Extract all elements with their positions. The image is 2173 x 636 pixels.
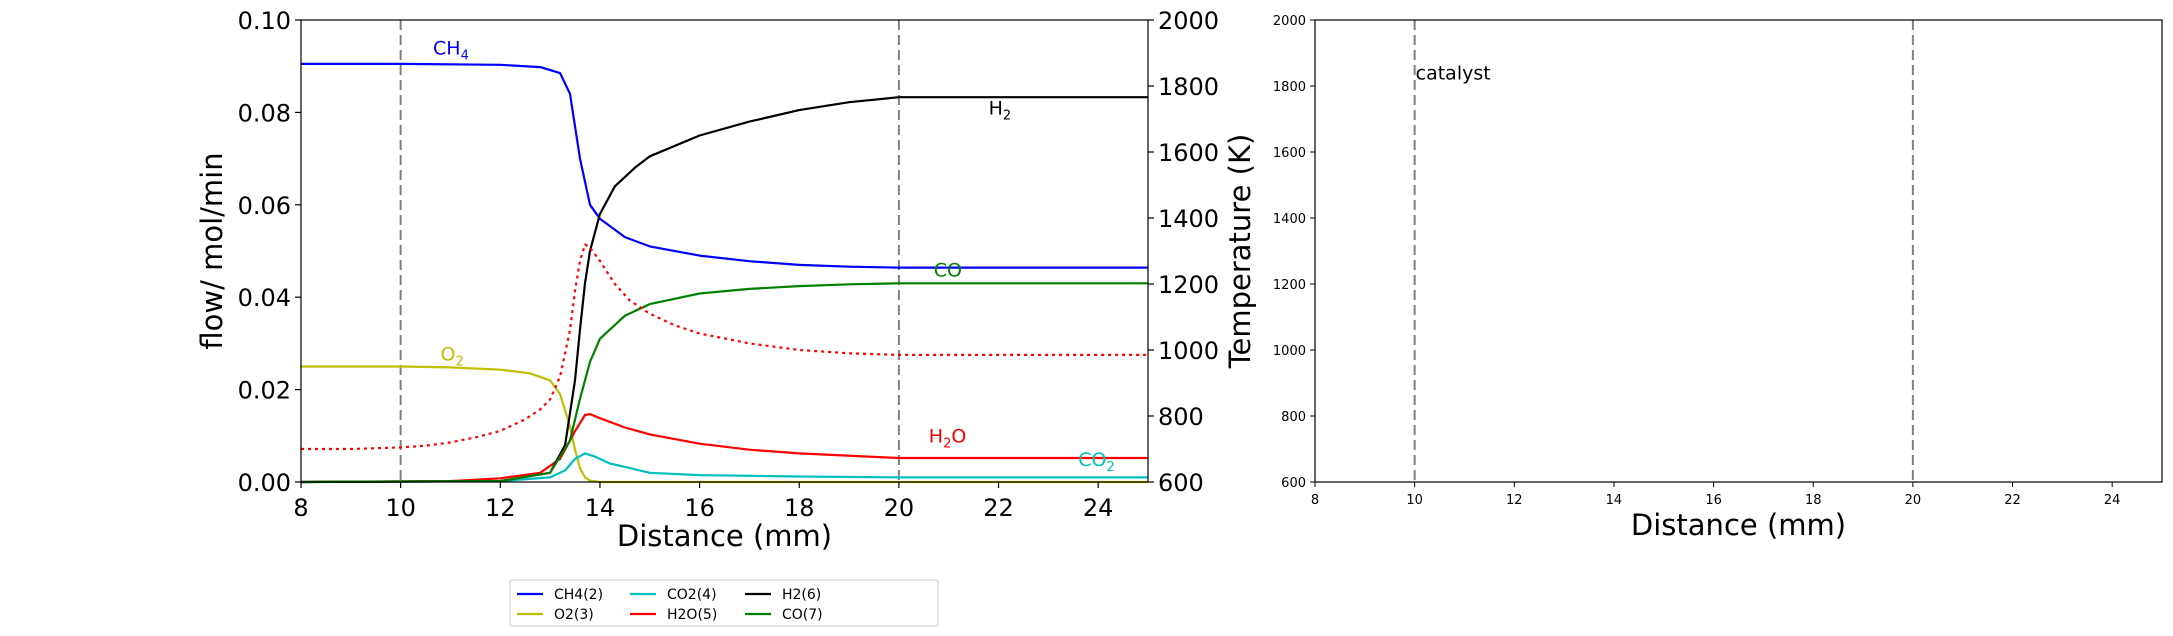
x-tick-label: 22 <box>2004 493 2021 508</box>
legend: CH4(2) O2(3) CO2(4) H2O(5) H2(6) CO(7) <box>509 579 939 627</box>
y-tick-label: 0.00 <box>238 469 291 497</box>
x-tick-label: 24 <box>2104 493 2121 508</box>
series-h26 <box>300 96 1148 484</box>
y2-tick-label: 1400 <box>1158 205 1219 233</box>
series-o23 <box>301 365 1148 484</box>
y-tick-label: 0.10 <box>238 7 291 35</box>
species-label: CO <box>934 259 962 281</box>
legend-label: CO2(4) <box>667 587 717 603</box>
y2-tick-label: 1600 <box>1158 139 1219 167</box>
plot-frame <box>1314 19 2163 483</box>
x-tick-label: 10 <box>385 494 416 522</box>
y-tick-label: 1000 <box>1273 344 1306 359</box>
y2-tick-label: 1200 <box>1158 271 1219 299</box>
x-tick-label: 20 <box>1905 493 1922 508</box>
y-tick-label: 0.04 <box>238 284 291 312</box>
legend-label: H2(6) <box>782 587 821 603</box>
legend-label: CH4(2) <box>554 587 603 603</box>
y-tick-label: 1200 <box>1273 278 1306 293</box>
x-tick-label: 18 <box>784 494 815 522</box>
catalyst-label: catalyst <box>1416 62 1491 84</box>
y-axis-label: flow/ mol/min <box>195 152 229 349</box>
x-tick-label: 24 <box>1083 494 1114 522</box>
x-tick-label: 8 <box>1311 493 1319 508</box>
x-axis-label: Distance (mm) <box>1631 508 1846 542</box>
legend-label: O2(3) <box>554 607 594 623</box>
y-tick-label: 800 <box>1281 410 1306 425</box>
x-tick-label: 14 <box>585 494 616 522</box>
series-co7 <box>300 282 1148 484</box>
y2-axis-label: Temperature (K) <box>1223 134 1257 370</box>
species-label: H2O <box>929 426 967 452</box>
legend-box <box>509 579 939 627</box>
x-tick-label: 18 <box>1805 493 1822 508</box>
legend-label: CO(7) <box>782 607 823 623</box>
y-tick-label: 1400 <box>1273 212 1306 227</box>
x-tick-label: 16 <box>684 494 715 522</box>
y-tick-label: 1600 <box>1273 146 1306 161</box>
species-label: CH4 <box>433 38 469 64</box>
x-tick-label: 16 <box>1705 493 1722 508</box>
legend-label: H2O(5) <box>667 607 717 623</box>
y-tick-label: 2000 <box>1273 14 1306 29</box>
x-tick-label: 14 <box>1606 493 1623 508</box>
y2-tick-label: 1800 <box>1158 73 1219 101</box>
species-label: H2 <box>989 98 1012 124</box>
plot-frame <box>300 19 1149 483</box>
x-tick-label: 8 <box>293 494 308 522</box>
x-tick-label: 20 <box>884 494 915 522</box>
series-co24 <box>300 452 1148 484</box>
left-chart: 8 10 12 14 16 18 20 22 24 0.00 0.02 0.04 0.06 0.08 0.1… <box>195 7 1257 553</box>
series-h2o5 <box>300 413 1148 484</box>
y2-tick-label: 800 <box>1158 403 1204 431</box>
y-tick-label: 0.08 <box>238 99 291 127</box>
series-t <box>301 243 1148 451</box>
x-tick-label: 12 <box>485 494 516 522</box>
series-ch42 <box>301 62 1148 269</box>
right-chart: 8 10 12 14 16 18 20 22 24 600 800 1000 1200 1400 1600 1… <box>1273 14 2163 542</box>
x-axis-label: Distance (mm) <box>617 519 832 553</box>
y2-tick-label: 1000 <box>1158 337 1219 365</box>
y2-tick-label: 2000 <box>1158 7 1219 35</box>
species-label: O2 <box>441 343 464 369</box>
y-tick-label: 0.06 <box>238 192 291 220</box>
species-label: CO2 <box>1078 449 1115 475</box>
x-tick-label: 10 <box>1406 493 1423 508</box>
y2-tick-label: 600 <box>1158 469 1204 497</box>
x-tick-label: 22 <box>983 494 1014 522</box>
y-tick-label: 600 <box>1281 476 1306 491</box>
x-tick-label: 12 <box>1506 493 1523 508</box>
y-tick-label: 1800 <box>1273 80 1306 95</box>
y-tick-label: 0.02 <box>238 377 291 405</box>
